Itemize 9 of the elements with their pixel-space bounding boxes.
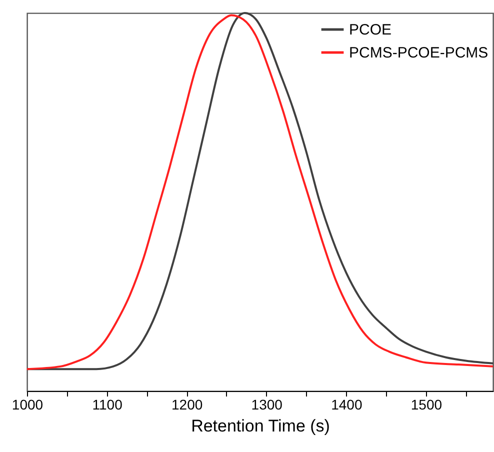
x-tick-label: 1000 [12,396,44,412]
legend-label: PCMS-PCOE-PCMS [349,44,488,62]
x-axis-title: Retention Time (s) [191,416,330,436]
x-tick-label: 1200 [172,396,203,412]
x-tick-label: 1300 [251,396,283,412]
x-tick-label: 1100 [92,396,123,412]
x-tick-label: 1400 [331,396,362,412]
legend-label: PCOE [349,22,392,38]
x-tick-label: 1500 [410,396,442,412]
